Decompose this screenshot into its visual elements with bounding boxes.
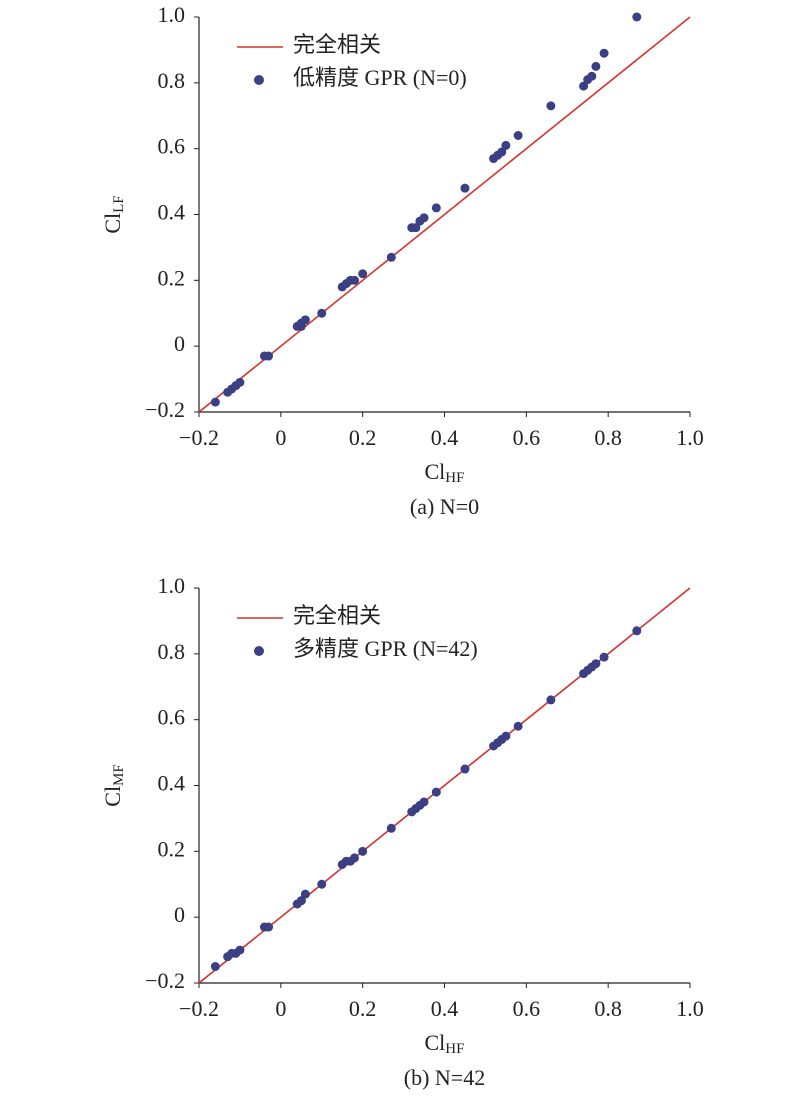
- data-point: [431, 203, 441, 213]
- data-point: [235, 945, 245, 955]
- legend-label: 完全相关: [293, 32, 381, 57]
- data-point: [591, 61, 601, 71]
- x-tick-label: 0.2: [349, 996, 377, 1021]
- x-tick-label: 0.6: [513, 425, 541, 450]
- data-point: [599, 652, 609, 662]
- data-point: [460, 764, 470, 774]
- x-tick-label: 0.4: [431, 996, 459, 1021]
- data-point: [210, 962, 220, 972]
- data-point: [501, 140, 511, 150]
- y-tick-label: 0.6: [158, 705, 186, 730]
- data-point: [419, 797, 429, 807]
- data-point: [264, 922, 274, 932]
- data-point: [386, 823, 396, 833]
- data-point: [513, 721, 523, 731]
- y-tick-label: −0.2: [145, 968, 185, 993]
- y-label-sub: MF: [111, 764, 127, 786]
- data-point: [358, 846, 368, 856]
- caption: (a) N=0: [410, 494, 479, 519]
- data-point: [349, 853, 359, 863]
- y-tick-label: 0.2: [158, 265, 186, 290]
- data-point: [300, 889, 310, 899]
- legend-label: 低精度 GPR (N=0): [293, 65, 467, 90]
- data-point: [349, 275, 359, 285]
- x-tick-label: −0.2: [179, 996, 219, 1021]
- data-point: [599, 48, 609, 58]
- x-tick-label: 0.2: [349, 425, 377, 450]
- data-point: [501, 731, 511, 741]
- x-label-main: Cl: [425, 1030, 446, 1055]
- data-point: [386, 252, 396, 262]
- data-point: [317, 308, 327, 318]
- legend-label: 多精度 GPR (N=42): [293, 636, 478, 661]
- data-point: [431, 787, 441, 797]
- y-tick-label: 0: [174, 331, 185, 356]
- x-tick-label: 0: [275, 425, 286, 450]
- y-tick-label: 1.0: [158, 573, 186, 598]
- data-point: [591, 659, 601, 669]
- perfect-line: [198, 16, 691, 413]
- data-point: [317, 879, 327, 889]
- data-point: [358, 269, 368, 279]
- data-point: [497, 147, 507, 157]
- data-point: [411, 223, 421, 233]
- data-point: [632, 626, 642, 636]
- y-label-sub: LF: [111, 195, 127, 213]
- x-label-sub: HF: [445, 470, 464, 486]
- y-tick-label: 0.8: [158, 68, 186, 93]
- x-tick-label: −0.2: [179, 425, 219, 450]
- data-point: [419, 213, 429, 223]
- data-point: [587, 71, 597, 81]
- x-label-sub: HF: [445, 1041, 464, 1057]
- perfect-line: [198, 587, 691, 984]
- data-point: [546, 101, 556, 111]
- legend-marker: [254, 75, 264, 85]
- data-point: [300, 315, 310, 325]
- data-point: [210, 397, 220, 407]
- y-tick-label: 0.2: [158, 836, 186, 861]
- data-point: [579, 81, 589, 91]
- data-point: [264, 351, 274, 361]
- y-label-main: Cl: [100, 213, 125, 234]
- data-point: [513, 131, 523, 140]
- legend-label: 完全相关: [293, 603, 381, 628]
- y-tick-label: 0.4: [158, 771, 186, 796]
- legend-marker: [254, 646, 264, 656]
- y-tick-label: 0.8: [158, 639, 186, 664]
- y-axis-label: ClMF: [100, 764, 127, 806]
- y-tick-label: 0: [174, 902, 185, 927]
- y-label-main: Cl: [100, 786, 125, 807]
- caption: (b) N=42: [404, 1065, 485, 1090]
- x-tick-label: 0.8: [594, 425, 622, 450]
- data-point: [296, 896, 306, 906]
- y-tick-label: 0.6: [158, 134, 186, 159]
- x-tick-label: 1.0: [676, 996, 704, 1021]
- y-tick-label: 1.0: [158, 2, 186, 27]
- data-point: [460, 183, 470, 193]
- y-axis-label: ClLF: [100, 195, 127, 233]
- y-tick-label: 0.4: [158, 200, 186, 225]
- x-tick-label: 0: [275, 996, 286, 1021]
- x-axis-label: ClHF: [425, 1030, 465, 1057]
- data-point: [632, 12, 642, 22]
- x-tick-label: 0.8: [594, 996, 622, 1021]
- x-tick-label: 0.4: [431, 425, 459, 450]
- x-axis-label: ClHF: [425, 459, 465, 486]
- y-tick-label: −0.2: [145, 397, 185, 422]
- x-tick-label: 1.0: [676, 425, 704, 450]
- x-label-main: Cl: [425, 459, 446, 484]
- data-point: [235, 377, 245, 387]
- data-point: [546, 695, 556, 705]
- x-tick-label: 0.6: [513, 996, 541, 1021]
